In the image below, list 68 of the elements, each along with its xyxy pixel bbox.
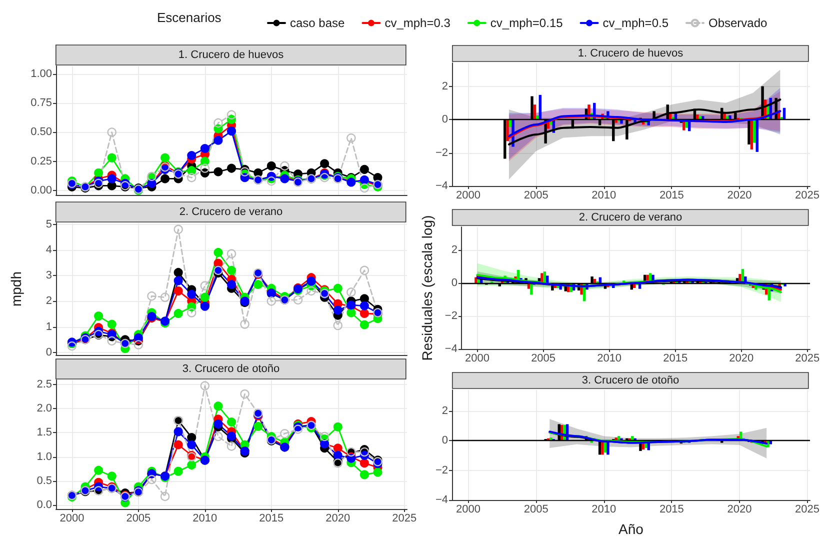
x-tick-label: 2010: [597, 352, 622, 364]
y-tick-label: 1.5: [36, 426, 52, 439]
y-tick-label: 0: [442, 114, 448, 126]
x-tick-label: 2005: [531, 352, 556, 364]
y-tick-label: 1.00: [30, 68, 52, 80]
x-tick-label: 2025: [392, 512, 417, 524]
x-tick-label: 2025: [795, 504, 820, 516]
x-tick-label: 2005: [126, 512, 151, 524]
x-tick-label: 2025: [795, 352, 820, 364]
y-tick-label: −2: [435, 464, 448, 476]
y-axis-title: mpdh: [8, 271, 24, 307]
y-tick-label: 0: [442, 434, 448, 447]
legend-label: cv_mph=0.15: [490, 16, 564, 30]
y-tick-label: 2: [442, 404, 448, 417]
chart-title: 3. Crucero de otoño: [582, 374, 680, 386]
x-tick-label: 2000: [60, 512, 84, 524]
x-tick-label: 2015: [659, 190, 684, 202]
y-tick-label: −4: [444, 343, 458, 355]
legend-label: Observado: [708, 16, 768, 30]
y-tick-label: 2: [46, 295, 52, 308]
y-tick-label: 0.75: [30, 97, 52, 110]
y-tick-label: 2: [451, 244, 458, 256]
chart-title: 3. Crucero de otoño: [182, 363, 280, 375]
y-tick-label: 2: [442, 80, 448, 92]
legend-label: cv_mph=0.3: [384, 16, 451, 30]
y-tick-label: −2: [444, 310, 458, 322]
legend-label: caso base: [290, 16, 346, 30]
x-tick-label: 2020: [727, 504, 752, 516]
y-tick-label: 2.5: [36, 378, 52, 390]
y-tick-label: 5: [46, 218, 52, 230]
x-tick-label: 2015: [259, 512, 284, 524]
y-tick-label: 0.00: [30, 184, 52, 196]
x-tick-label: 2005: [524, 190, 548, 202]
x-tick-label: 2010: [192, 512, 218, 524]
x-tick-label: 2025: [795, 190, 820, 202]
chart-title: 2. Crucero de verano: [578, 212, 682, 224]
x-tick-label: 2015: [659, 504, 684, 516]
y-tick-label: 3: [46, 270, 52, 282]
y-tick-label: −4: [435, 494, 448, 506]
x-axis-title: Año: [618, 521, 644, 537]
chart-title: 2. Crucero de verano: [179, 206, 283, 218]
x-tick-label: 2020: [729, 352, 754, 364]
y-axis-title: Residuales (escala log): [419, 215, 435, 361]
y-tick-label: 2.0: [36, 402, 52, 415]
y-tick-label: −2: [435, 146, 448, 159]
y-tick-label: −4: [435, 180, 448, 192]
x-tick-label: 2010: [592, 504, 616, 516]
x-tick-label: 2000: [456, 190, 481, 202]
x-tick-label: 2005: [524, 504, 548, 516]
chart-title: 1. Crucero de huevos: [578, 48, 684, 60]
y-tick-label: 4: [46, 244, 52, 256]
y-tick-label: 0.25: [30, 155, 52, 168]
y-tick-label: 0.50: [30, 126, 52, 138]
legend-title: Escenarios: [157, 10, 222, 25]
x-tick-label: 2000: [456, 504, 481, 516]
y-tick-label: 1.0: [36, 450, 52, 463]
y-tick-label: 0: [451, 277, 458, 290]
x-tick-label: 2000: [465, 352, 490, 364]
x-tick-label: 2020: [326, 512, 350, 524]
y-tick-label: 1: [46, 320, 52, 333]
x-tick-label: 2015: [663, 352, 688, 364]
x-tick-label: 2010: [592, 190, 616, 202]
y-tick-label: 0.5: [36, 474, 52, 487]
legend-label: cv_mph=0.5: [602, 16, 669, 30]
y-tick-label: 0: [46, 346, 52, 358]
y-tick-label: 0.0: [36, 499, 52, 512]
chart-title: 1. Crucero de huevos: [178, 49, 284, 61]
x-tick-label: 2020: [727, 190, 752, 202]
